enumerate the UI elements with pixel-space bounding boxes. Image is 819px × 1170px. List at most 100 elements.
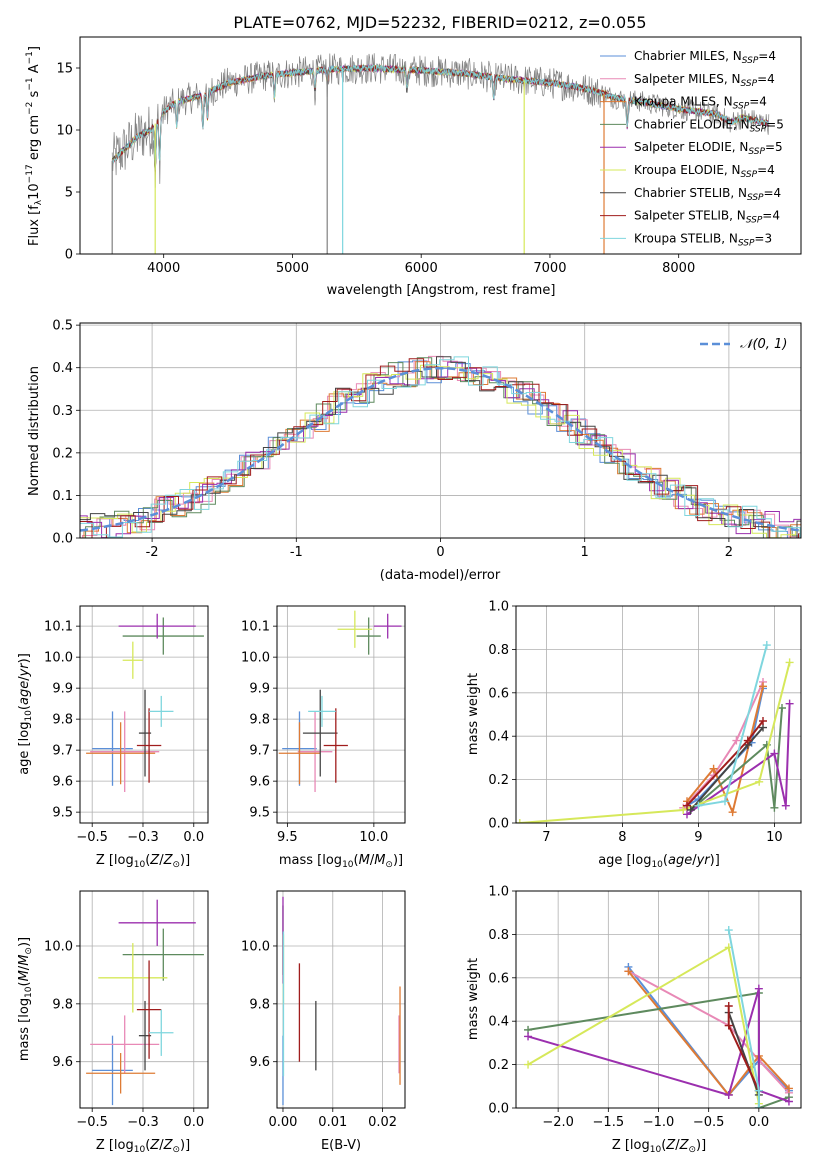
massweight-vs-age-xlabel: age [log10(age/yr)] — [598, 853, 720, 870]
y-tick-label: 0.6 — [488, 971, 509, 986]
mass-vs-Z-panel: −0.5 −0.3 0.0 9.6 9.8 10.0 Z [log10(Z/Z⊙)] ma… — [17, 890, 209, 1155]
residual-histogram — [80, 358, 801, 538]
y-tick-label: 0.0 — [488, 1102, 509, 1117]
x-tick-label: 8000 — [662, 261, 695, 276]
axes-frame — [79, 605, 209, 824]
plot-content — [278, 610, 402, 792]
plot-content — [524, 926, 793, 1108]
y-tick-label: 10.0 — [241, 939, 270, 954]
mass-vs-Z-ylabel: mass [log10(M/M⊙)] — [17, 937, 34, 1061]
legend-label: Salpeter MILES, NSSP=4 — [634, 72, 775, 89]
residual-histogram — [80, 356, 801, 538]
y-tick-label: 0.4 — [52, 361, 73, 376]
x-tick-label: 6000 — [405, 261, 438, 276]
x-tick-label: 9 — [694, 830, 702, 845]
normal-reference-curve — [80, 366, 801, 532]
x-tick-label: 7 — [542, 830, 550, 845]
x-tick-label: 5000 — [276, 261, 309, 276]
figure-title: PLATE=0762, MJD=52232, FIBERID=0212, z=0… — [233, 13, 646, 32]
y-tick-label: 10.1 — [44, 620, 73, 635]
residual-histogram — [80, 361, 801, 538]
massweight-marker — [732, 736, 741, 745]
spectrum-xlabel: wavelength [Angstrom, rest frame] — [327, 283, 556, 298]
massweight-marker — [759, 682, 767, 691]
age-vs-Z-panel: −0.5 −0.3 0.0 9.5 9.6 9.7 9.8 9.9 10.0 10.1 Z [lo… — [17, 605, 209, 870]
legend-label: Chabrier MILES, NSSP=4 — [634, 49, 776, 66]
massweight-marker — [709, 764, 718, 773]
y-tick-label: 10.0 — [44, 939, 73, 954]
age-vs-mass-xlabel: mass [log10(M/M⊙)] — [279, 853, 403, 870]
spectrum-panel: 4000 5000 6000 7000 8000 0 5 10 15 wavelength [A… — [25, 36, 802, 298]
massweight-marker — [755, 777, 764, 786]
y-tick-label: 9.5 — [249, 806, 270, 821]
x-tick-label: −0.5 — [76, 1115, 108, 1130]
residual-panel: -2 -1 0 1 2 0.0 0.1 0.2 0.3 0.4 0.5 (data-model)/e… — [27, 319, 802, 583]
age-vs-Z-xlabel: Z [log10(Z/Z⊙)] — [96, 853, 190, 870]
massweight-vs-age-ylabel: mass weight — [466, 673, 481, 755]
y-tick-label: 0.6 — [488, 686, 509, 701]
x-tick-label: −2.0 — [542, 1115, 574, 1130]
massweight-marker — [679, 805, 688, 814]
residual-histogram — [80, 361, 801, 538]
massweight-vs-age-panel: 7 8 9 10 0.0 0.2 0.4 0.6 0.8 1.0 age [log10(age/y… — [466, 600, 802, 870]
axes-frame — [515, 890, 802, 1109]
legend-label: Kroupa STELIB, NSSP=3 — [634, 231, 772, 248]
y-tick-label: 0.2 — [52, 446, 73, 461]
massweight-marker — [770, 749, 779, 758]
massweight-vs-Z-ylabel: mass weight — [466, 958, 481, 1040]
x-tick-label: −0.5 — [693, 1115, 725, 1130]
y-tick-label: 0.0 — [488, 817, 509, 832]
massweight-marker — [724, 1090, 733, 1099]
massweight-line — [527, 945, 760, 1104]
x-tick-label: -2 — [146, 545, 159, 560]
y-tick-label: 15 — [56, 62, 73, 77]
age-vs-mass-plot-area: 9.5 10.0 9.5 9.6 9.7 9.8 9.9 10.0 10.1 — [241, 605, 406, 845]
y-tick-label: 9.6 — [52, 775, 73, 790]
massweight-marker — [762, 641, 771, 650]
legend-label: Kroupa ELODIE, NSSP=4 — [634, 163, 775, 180]
x-tick-label: 10.0 — [359, 830, 388, 845]
x-tick-label: −1.0 — [643, 1115, 675, 1130]
legend-label: Chabrier ELODIE, NSSP=5 — [634, 117, 784, 134]
y-tick-label: 0.5 — [52, 319, 73, 334]
y-tick-label: 1.0 — [488, 600, 509, 615]
age-vs-Z-ylabel: age [log10(age/yr)] — [17, 653, 34, 775]
massweight-marker — [624, 967, 633, 976]
y-tick-label: 9.8 — [52, 997, 73, 1012]
massweight-line — [686, 686, 764, 816]
massweight-marker — [694, 801, 703, 810]
massweight-vs-age-plot-area: 7 8 9 10 0.0 0.2 0.4 0.6 0.8 1.0 — [488, 600, 802, 845]
y-tick-label: 10.1 — [241, 620, 270, 635]
plot-content — [86, 613, 204, 792]
massweight-marker — [785, 658, 794, 667]
y-tick-label: 0.4 — [488, 730, 509, 745]
massweight-marker — [781, 801, 790, 810]
y-tick-label: 10.0 — [44, 651, 73, 666]
y-tick-label: 0.1 — [52, 489, 73, 504]
axes-frame — [79, 322, 802, 539]
massweight-marker — [785, 699, 794, 708]
massweight-line — [690, 707, 783, 811]
x-tick-label: 0.0 — [183, 1115, 204, 1130]
y-tick-label: 9.7 — [52, 744, 73, 759]
x-tick-label: 0.00 — [269, 1115, 298, 1130]
age-vs-mass-panel: 9.5 10.0 9.5 9.6 9.7 9.8 9.9 10.0 10.1 mass [log… — [241, 605, 406, 870]
y-tick-label: 10 — [56, 124, 73, 139]
x-tick-label: 2 — [725, 545, 733, 560]
mass-vs-Z-xlabel: Z [log10(Z/Z⊙)] — [96, 1138, 190, 1155]
y-tick-label: 0 — [65, 248, 73, 263]
y-tick-label: 0.4 — [488, 1015, 509, 1030]
plot-content — [111, 53, 770, 254]
y-tick-label: 0.3 — [52, 404, 73, 419]
y-tick-label: 9.8 — [249, 997, 270, 1012]
massweight-marker — [759, 717, 767, 726]
mass-vs-Z-plot-area: −0.5 −0.3 0.0 9.6 9.8 10.0 — [44, 890, 209, 1130]
massweight-marker — [784, 1097, 793, 1106]
normal-legend-label: 𝒩(0, 1) — [740, 337, 787, 352]
y-tick-label: 0.0 — [52, 532, 73, 547]
massweight-marker — [778, 703, 786, 712]
y-tick-label: 1.0 — [488, 885, 509, 900]
y-tick-label: 0.2 — [488, 1058, 509, 1073]
massweight-marker — [686, 805, 695, 814]
